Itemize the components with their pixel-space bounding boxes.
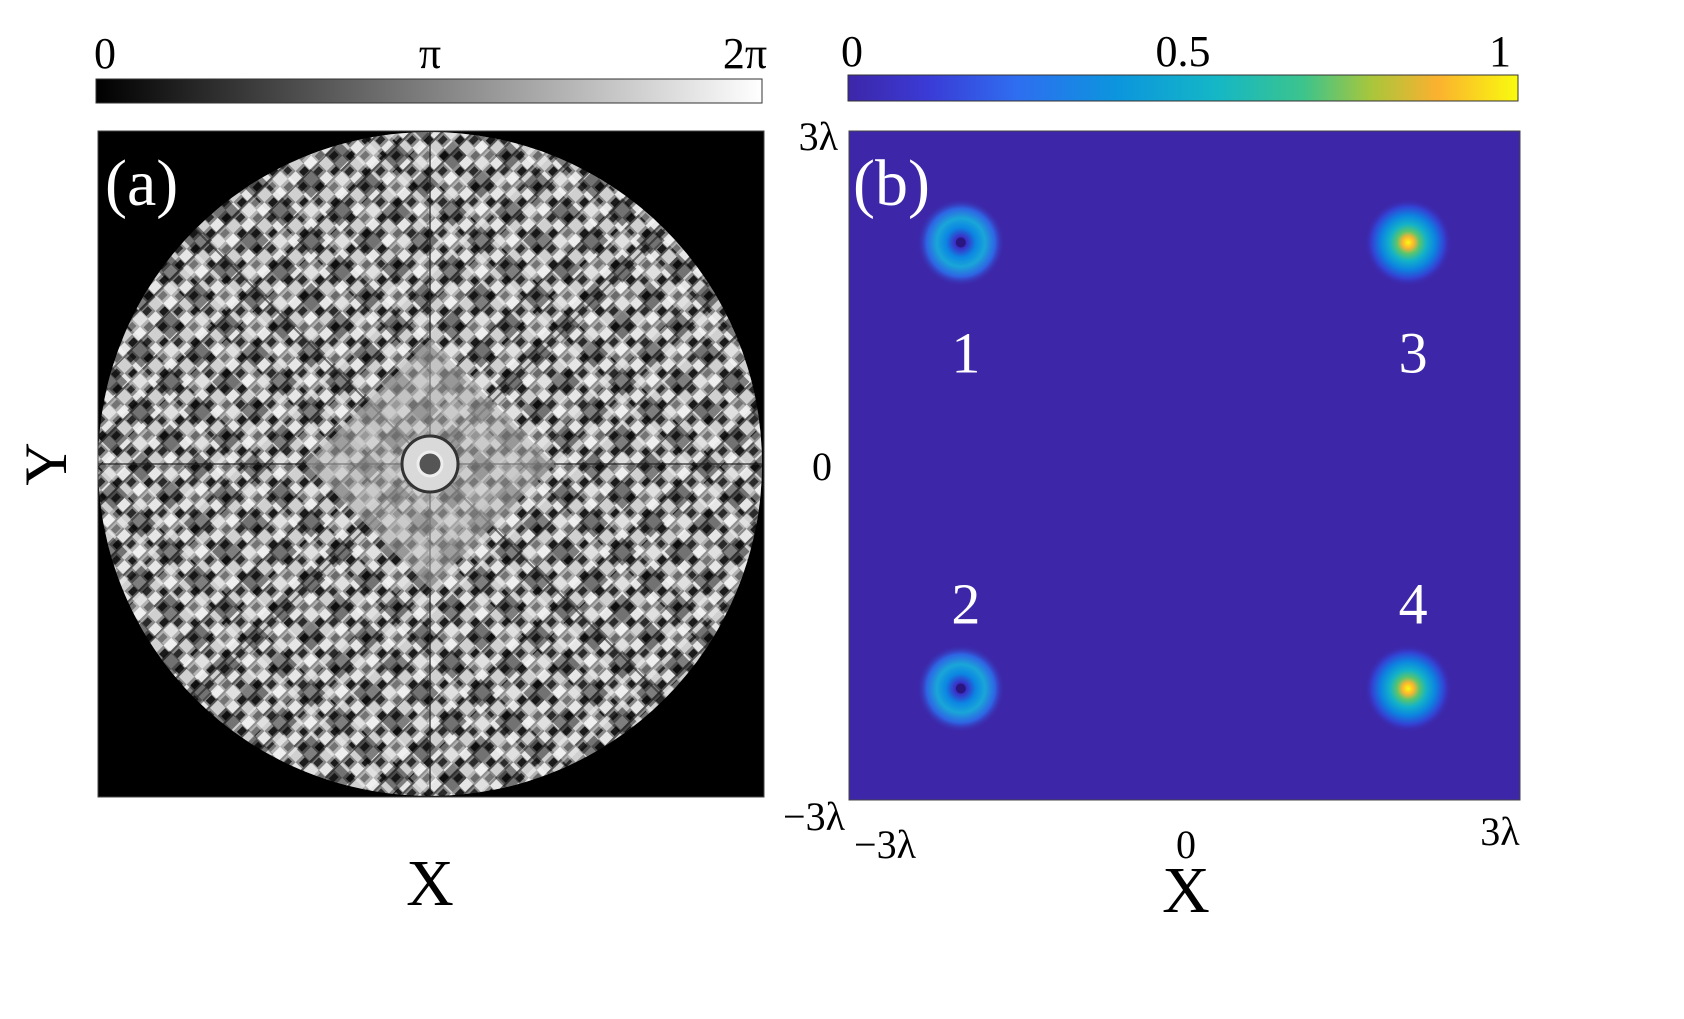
colorbar-b-tick-1: 0.5 — [1156, 27, 1211, 76]
y-tick-top: 3λ — [799, 114, 839, 159]
x-tick-left: −3λ — [854, 822, 917, 867]
colorbar-a-tick-2: 2π — [723, 29, 767, 78]
spot-label-4: 4 — [1399, 572, 1428, 637]
colorbar-a — [95, 78, 763, 104]
colorbar-b-tick-0: 0 — [841, 27, 863, 76]
panel-a-ylabel: Y — [13, 442, 79, 485]
panel-b-label: (b) — [853, 147, 930, 220]
y-tick-bottom: −3λ — [783, 794, 846, 839]
intensity-spot-4 — [1364, 644, 1453, 733]
colorbar-a-tick-0: 0 — [94, 29, 116, 78]
panel-a-label: (a) — [105, 147, 178, 220]
panel-b-xlabel: X — [1162, 854, 1210, 927]
x-tick-middle: 0 — [1176, 822, 1196, 867]
y-tick-middle: 0 — [812, 444, 832, 489]
vortex-core-2 — [955, 683, 966, 694]
vortex-core-1 — [955, 237, 966, 248]
spot-label-1: 1 — [951, 321, 980, 386]
intensity-spot-3 — [1364, 198, 1453, 287]
panel-a: 0 π 2π (a) Y X — [13, 29, 767, 920]
colorbar-b — [847, 74, 1519, 102]
phase-mask-pattern — [98, 132, 762, 796]
panel-b: 0 0.5 1 1 2 3 4 (b) 3λ 0 −3λ −3λ 0 3λ X — [783, 27, 1521, 927]
spot-label-3: 3 — [1399, 321, 1428, 386]
x-tick-right: 3λ — [1480, 809, 1520, 854]
colorbar-b-tick-2: 1 — [1489, 27, 1511, 76]
colorbar-a-tick-1: π — [419, 29, 441, 78]
panel-a-xlabel: X — [406, 847, 454, 920]
intensity-spots: 1 2 3 4 — [916, 198, 1453, 733]
spot-label-2: 2 — [951, 572, 980, 637]
